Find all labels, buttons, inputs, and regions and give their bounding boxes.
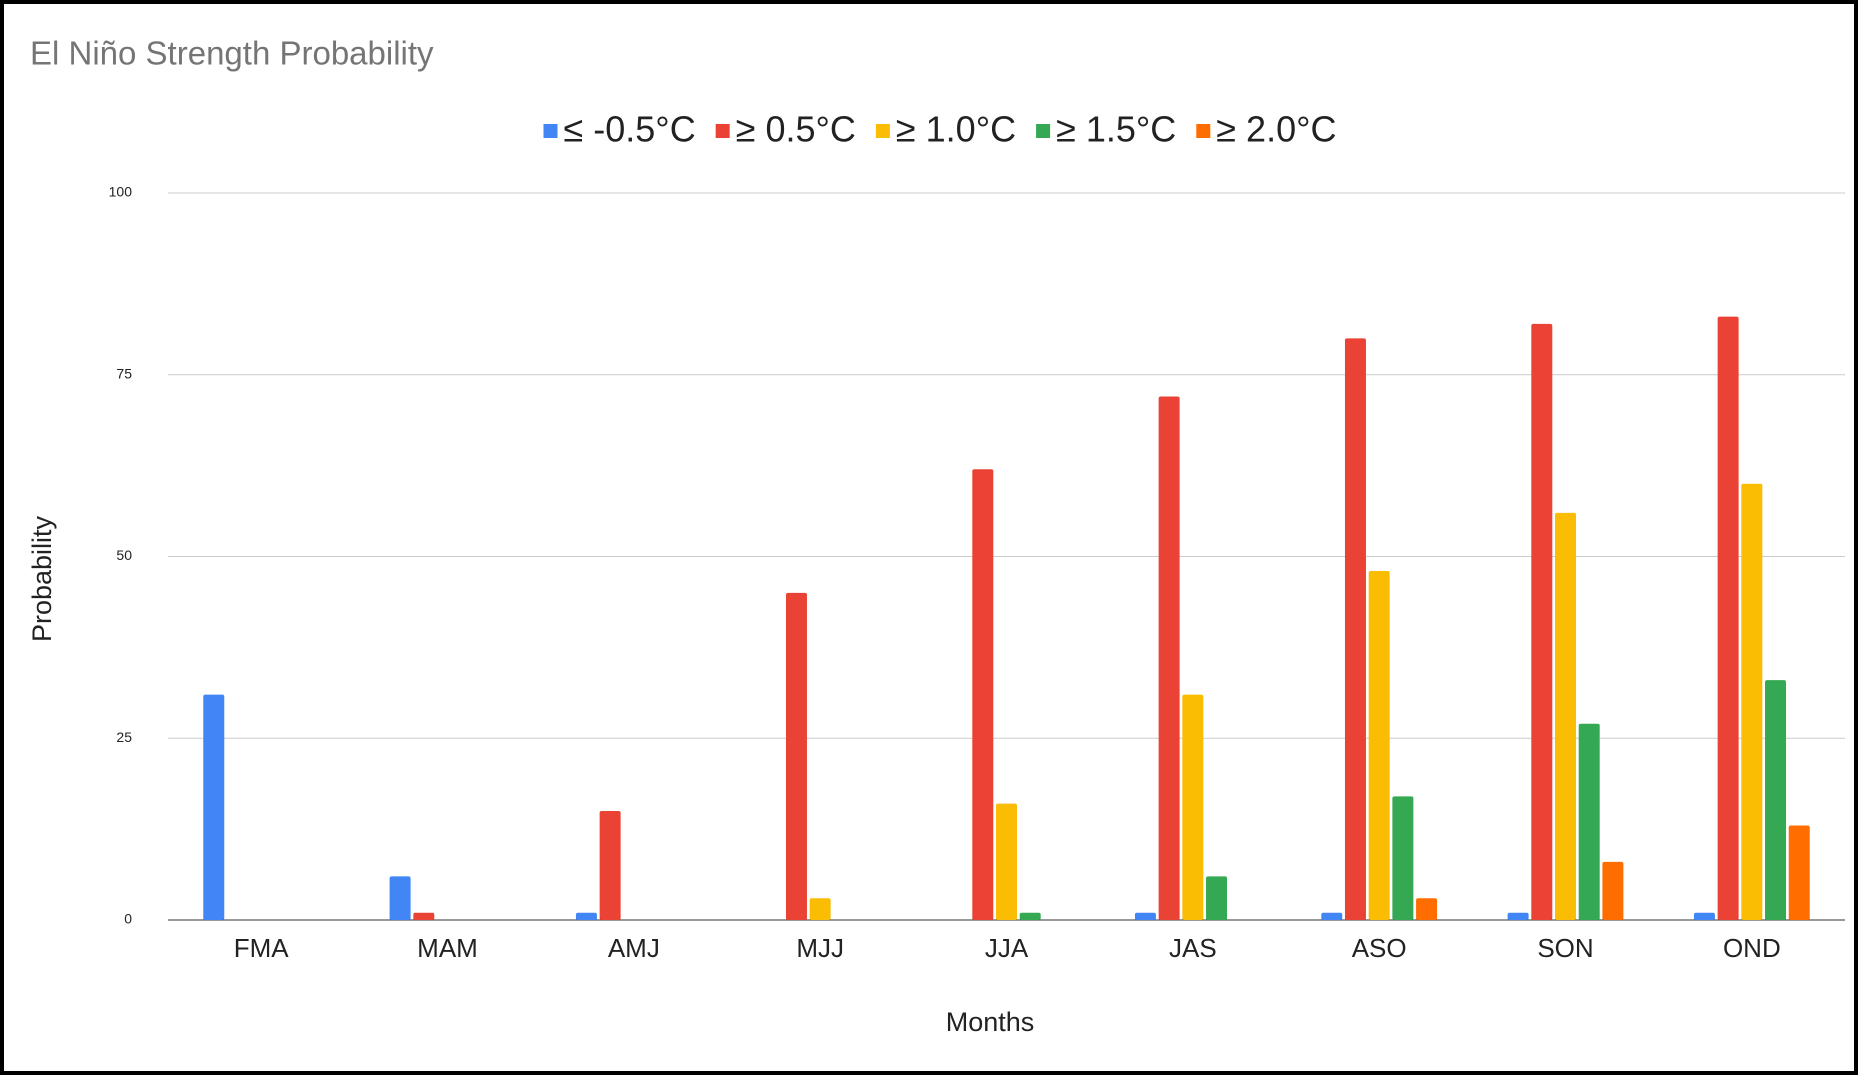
x-tick-label: OND — [1723, 933, 1781, 963]
x-tick-label: FMA — [234, 933, 290, 963]
chart: El Niño Strength Probability Months Prob… — [27, 35, 1845, 1037]
legend-label: ≥ 2.0°C — [1216, 109, 1336, 150]
legend-label: ≥ 1.0°C — [896, 109, 1016, 150]
bar — [1134, 912, 1156, 920]
x-axis-title: Months — [946, 1007, 1035, 1037]
legend-swatch — [1196, 124, 1211, 138]
bar — [1344, 338, 1366, 920]
bar — [599, 810, 621, 920]
bar — [203, 694, 225, 920]
y-tick-label: 25 — [116, 729, 132, 745]
x-tick-label: AMJ — [608, 933, 660, 963]
x-tick-label: SON — [1537, 933, 1593, 963]
bar — [575, 912, 597, 920]
bar — [1765, 680, 1787, 920]
bar — [1158, 396, 1180, 920]
x-tick-label: MJJ — [796, 933, 844, 963]
bar — [1555, 512, 1576, 920]
legend-swatch — [543, 124, 558, 138]
bar — [1578, 723, 1600, 920]
bar — [1321, 912, 1343, 920]
y-axis-title: Probability — [27, 515, 57, 642]
bar — [1368, 571, 1390, 920]
y-tick-label: 100 — [109, 184, 133, 200]
bar — [389, 876, 411, 920]
chart-title: El Niño Strength Probability — [30, 35, 434, 72]
bar — [413, 912, 435, 920]
y-tick-label: 0 — [124, 911, 132, 927]
x-tick-label: ASO — [1352, 933, 1407, 963]
x-tick-label: JAS — [1169, 933, 1217, 963]
bar — [809, 898, 831, 920]
bar — [1741, 483, 1763, 920]
bar — [785, 592, 807, 920]
bar — [1717, 316, 1739, 921]
bar — [1507, 912, 1529, 920]
legend-label: ≥ 0.5°C — [736, 109, 856, 150]
bar — [1531, 323, 1553, 920]
bar — [1788, 825, 1810, 920]
bar — [1693, 912, 1715, 920]
bar — [972, 469, 994, 920]
y-tick-label: 50 — [116, 547, 132, 563]
y-tick-label: 75 — [116, 365, 132, 381]
legend-label: ≤ -0.5°C — [564, 109, 696, 150]
legend-swatch — [715, 124, 730, 138]
bar — [996, 803, 1017, 920]
bar — [1019, 912, 1041, 920]
bar — [1416, 898, 1438, 920]
legend-swatch — [1036, 124, 1051, 138]
bar — [1392, 796, 1414, 920]
x-tick-label: MAM — [417, 933, 478, 963]
legend-label: ≥ 1.5°C — [1056, 109, 1176, 150]
x-tick-label: JJA — [985, 933, 1029, 963]
bar — [1182, 694, 1204, 920]
legend-swatch — [875, 124, 890, 138]
bar — [1602, 861, 1624, 920]
bar — [1206, 876, 1228, 920]
